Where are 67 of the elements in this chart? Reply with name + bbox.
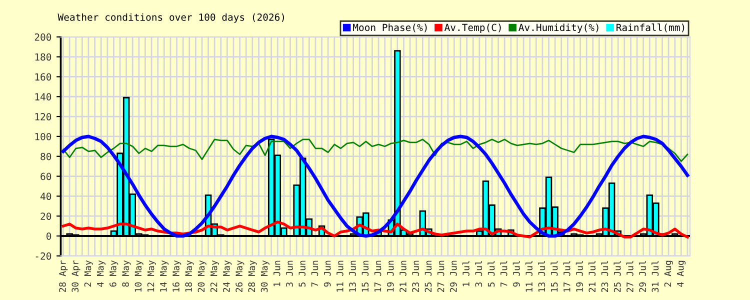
x-tick-label: 21 Jul bbox=[588, 260, 596, 292]
x-tick-label: 2 May bbox=[84, 260, 93, 287]
x-tick-label: 15 Jul bbox=[550, 260, 558, 292]
x-tick-label: 31 Jul bbox=[652, 260, 659, 292]
legend-label: Av.Humidity(%) bbox=[518, 24, 598, 34]
x-tick-label: 5 Jul bbox=[488, 260, 495, 287]
y-tick-label: 20 bbox=[40, 212, 52, 220]
x-tick-label: 17 Jun bbox=[374, 260, 382, 292]
x-tick-label: 25 Jun bbox=[424, 260, 432, 292]
legend-label: Moon Phase(%) bbox=[353, 24, 427, 32]
x-tick-label: 25 Jul bbox=[614, 260, 621, 292]
x-tick-label: 8 May bbox=[122, 260, 131, 287]
y-tick-label: -20 bbox=[36, 252, 52, 260]
x-tick-label: 17 Jul bbox=[563, 260, 570, 292]
y-tick-label: 0 bbox=[46, 232, 52, 240]
legend-label: Av.Temp(C) bbox=[444, 24, 501, 34]
x-tick-label: 11 Jun bbox=[336, 260, 344, 292]
x-tick-label: 15 Jun bbox=[362, 260, 369, 292]
y-tick-label: 120 bbox=[35, 113, 52, 120]
x-tick-label: 11 Jul bbox=[525, 260, 532, 292]
y-tick-label: 100 bbox=[35, 132, 52, 140]
x-tick-label: 1 Jul bbox=[462, 260, 470, 286]
x-tick-label: 30 Apr bbox=[72, 260, 80, 292]
x-tick-label: 27 Jun bbox=[437, 260, 444, 292]
x-tick-label: 9 Jul bbox=[512, 260, 520, 287]
x-tick-label: 7 Jun bbox=[311, 260, 318, 287]
x-tick-label: 12 May bbox=[147, 260, 156, 292]
x-tick-label: 3 Jul bbox=[475, 260, 482, 287]
x-tick-label: 4 Aug bbox=[677, 260, 686, 287]
x-tick-label: 29 Jun bbox=[450, 260, 457, 292]
x-tick-label: 20 May bbox=[198, 260, 206, 292]
x-tick-label: 16 May bbox=[172, 260, 182, 292]
x-tick-label: 13 Jun bbox=[349, 260, 356, 292]
chart-title: Weather conditions over 100 days (2026) bbox=[58, 13, 284, 23]
x-tick-label: 24 May bbox=[223, 260, 232, 292]
x-tick-label: 5 Jun bbox=[298, 260, 306, 287]
y-tick-label: 140 bbox=[35, 93, 52, 100]
y-tick-label: 60 bbox=[40, 172, 52, 180]
x-tick-label: 23 Jul bbox=[601, 260, 608, 292]
x-tick-label: 26 May bbox=[236, 260, 244, 292]
y-tick-label: 40 bbox=[40, 192, 52, 200]
x-tick-label: 14 May bbox=[160, 260, 169, 292]
x-tick-label: 29 Jul bbox=[638, 260, 646, 292]
x-tick-label: 4 May bbox=[97, 260, 106, 287]
x-tick-label: 2 Aug bbox=[664, 260, 673, 287]
x-tick-label: 28 Apr bbox=[59, 260, 68, 292]
x-tick-label: 30 May bbox=[260, 260, 270, 292]
x-tick-label: 1 Jun bbox=[274, 260, 280, 286]
x-tick-label: 6 May bbox=[110, 260, 118, 287]
y-tick-label: 160 bbox=[35, 73, 52, 81]
y-tick-label: 200 bbox=[34, 33, 52, 41]
x-tick-label: 21 Jun bbox=[400, 260, 406, 292]
x-tick-label: 13 Jul bbox=[538, 260, 546, 292]
x-tick-label: 9 Jun bbox=[324, 260, 331, 287]
x-tick-label: 22 May bbox=[210, 260, 219, 292]
x-tick-label: 28 May bbox=[248, 260, 257, 292]
x-tick-label: 27 Jul bbox=[626, 260, 634, 292]
x-tick-label: 3 Jun bbox=[286, 260, 293, 287]
x-tick-label: 19 Jun bbox=[386, 260, 394, 292]
legend-label: Rainfall(mm) bbox=[616, 24, 684, 32]
x-tick-label: 18 May bbox=[185, 260, 194, 292]
x-tick-label: 10 May bbox=[134, 260, 144, 292]
x-tick-label: 19 Jul bbox=[576, 260, 583, 292]
x-tick-label: 23 Jun bbox=[412, 260, 419, 292]
y-tick-label: 180 bbox=[35, 53, 52, 61]
y-tick-label: 80 bbox=[40, 152, 52, 160]
x-tick-label: 7 Jul bbox=[500, 260, 508, 287]
